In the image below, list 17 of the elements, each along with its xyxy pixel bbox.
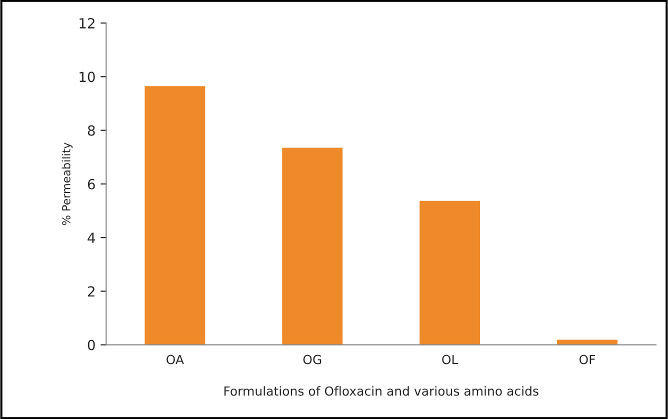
bar: [420, 200, 480, 345]
x-tick-label: OG: [303, 354, 322, 364]
bar: [282, 148, 343, 345]
y-axis-title: % Permeability: [62, 142, 73, 225]
y-tick-label: 10: [80, 72, 95, 82]
bar: [557, 340, 618, 345]
x-tick-label: OA: [166, 354, 184, 364]
x-tick-label: OF: [579, 354, 596, 364]
y-tick-label: 0: [88, 340, 95, 350]
bar: [144, 86, 206, 345]
y-tick-label: 4: [88, 232, 96, 243]
y-tick-label: 8: [88, 125, 95, 136]
x-tick-label: OL: [442, 354, 458, 364]
y-tick-label: 6: [88, 178, 95, 190]
y-tick-label: 12: [80, 18, 94, 28]
y-tick-label: 2: [88, 286, 94, 296]
x-axis-title: Formulations of Ofloxacin and various amino acids: [224, 386, 538, 396]
